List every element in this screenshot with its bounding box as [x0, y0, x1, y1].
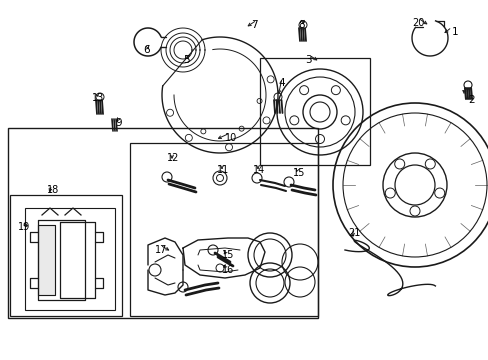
Text: 13: 13 — [92, 93, 104, 103]
Text: 20: 20 — [411, 18, 424, 28]
Text: 3: 3 — [305, 55, 311, 65]
Text: 15: 15 — [292, 168, 305, 178]
Text: 14: 14 — [252, 165, 264, 175]
Text: 11: 11 — [217, 165, 229, 175]
Text: 21: 21 — [347, 228, 360, 238]
Text: 4: 4 — [278, 78, 284, 88]
Bar — [25, 208, 115, 310]
Text: 1: 1 — [451, 27, 458, 37]
Text: 7: 7 — [250, 20, 257, 30]
Text: 8: 8 — [297, 20, 304, 30]
Text: 6: 6 — [142, 45, 149, 55]
Text: 16: 16 — [222, 265, 234, 275]
Text: 9: 9 — [115, 118, 122, 128]
Text: 10: 10 — [224, 133, 237, 143]
Text: 18: 18 — [47, 185, 59, 195]
Text: 15: 15 — [222, 250, 234, 260]
Bar — [260, 58, 369, 165]
Bar — [8, 128, 317, 318]
Bar — [10, 195, 122, 316]
Text: 19: 19 — [18, 222, 30, 232]
Bar — [130, 143, 317, 316]
Text: 17: 17 — [155, 245, 167, 255]
Text: 5: 5 — [183, 55, 189, 65]
Polygon shape — [38, 225, 55, 295]
Text: 2: 2 — [467, 95, 474, 105]
Text: 12: 12 — [167, 153, 179, 163]
